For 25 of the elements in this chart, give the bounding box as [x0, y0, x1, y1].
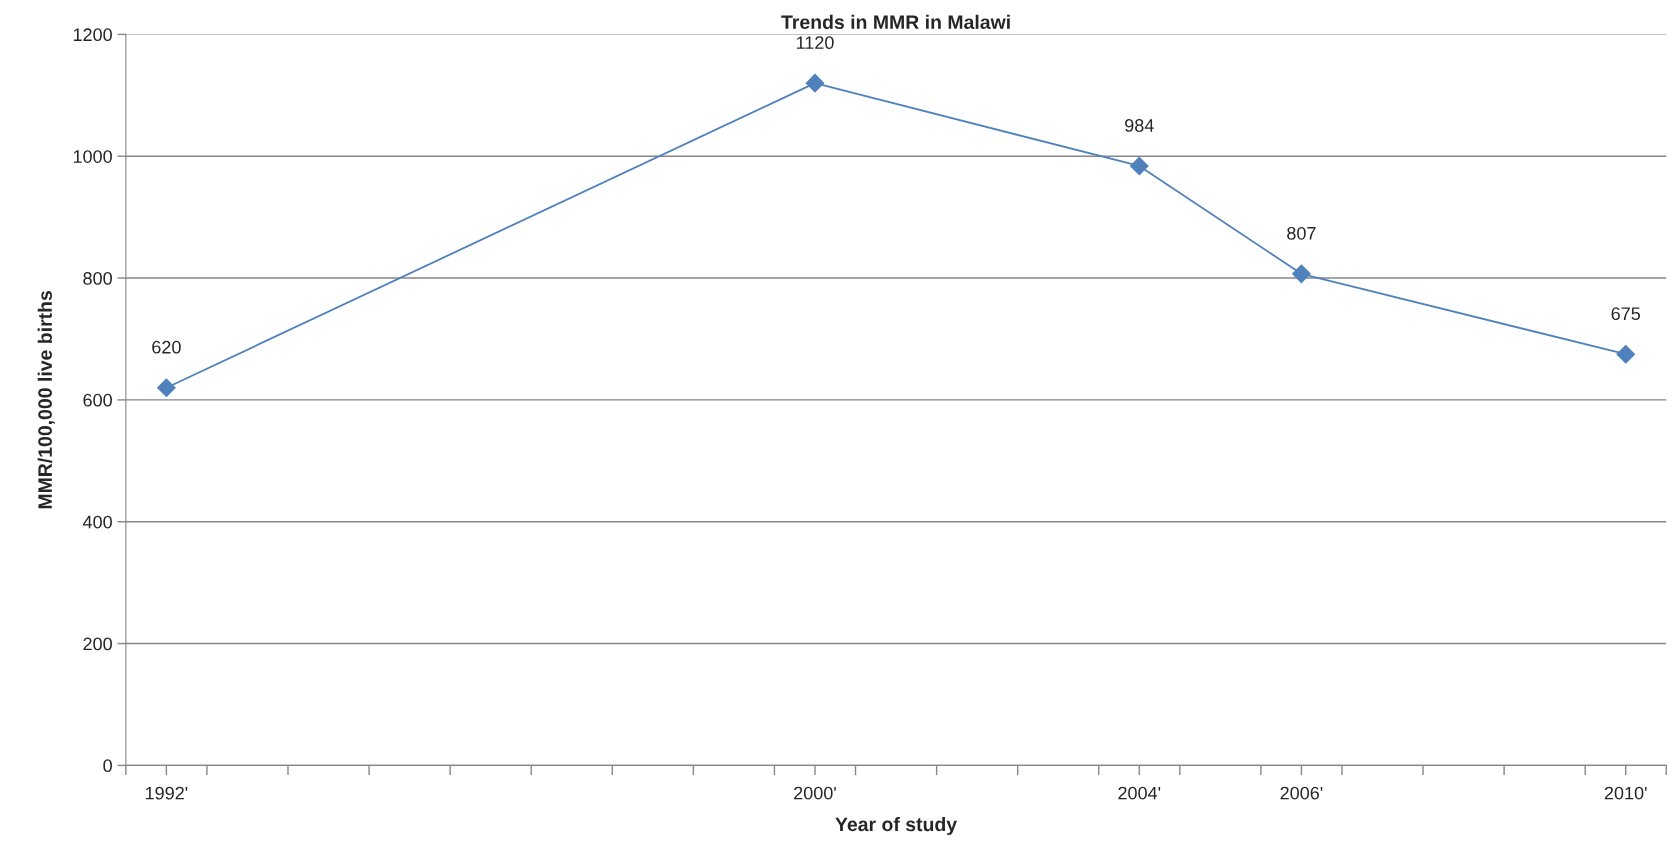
x-axis-title: Year of study [835, 816, 958, 836]
point [1616, 344, 1636, 364]
x-tick-label: 2010' [1604, 786, 1647, 800]
y-axis-title: MMR/100,000 live births [37, 291, 55, 509]
x-tick-label: 2006' [1280, 786, 1323, 800]
data-label: 807 [1287, 226, 1316, 240]
chart-title: Trends in MMR in Malawi [781, 14, 1010, 30]
data-label: 620 [152, 340, 181, 354]
x-tick-label: 2004' [1118, 786, 1161, 800]
data-label: 984 [1125, 119, 1154, 132]
data-label: 1120 [796, 36, 834, 50]
point [157, 378, 176, 398]
data-label: 675 [1611, 307, 1641, 321]
y-tick-label: 600 [83, 393, 112, 407]
y-tick-label: 0 [103, 759, 112, 773]
x-tick-label: 2000' [794, 786, 836, 800]
x-tick-label: 1992' [145, 786, 188, 800]
y-tick-label: 800 [83, 272, 112, 285]
point [1129, 156, 1149, 176]
point [805, 73, 825, 93]
y-tick-label: 1000 [73, 150, 112, 163]
point [1292, 264, 1311, 284]
y-tick-label: 1200 [73, 28, 112, 42]
y-tick-label: 200 [83, 637, 112, 651]
y-tick-label: 400 [82, 515, 112, 529]
